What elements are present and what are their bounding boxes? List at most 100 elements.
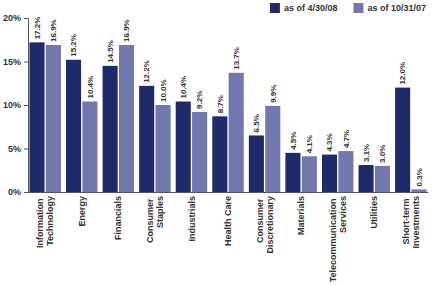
x-tick-label: Energy [77, 196, 87, 227]
bar [322, 155, 337, 192]
x-tick-label-line: Discretionary [265, 196, 275, 254]
bar [375, 166, 390, 192]
bar [285, 153, 300, 192]
bar [395, 88, 410, 192]
bar [359, 165, 374, 192]
y-tick-label: 0% [8, 187, 21, 197]
x-tick-label-line: Financials [113, 196, 123, 240]
data-label: 12.0% [398, 62, 407, 85]
x-tick-label: Utilities [369, 196, 379, 229]
bar [302, 156, 317, 192]
x-tick: Telecommunication Services [328, 196, 348, 282]
y-tick-mark [24, 149, 28, 150]
bar [82, 102, 97, 192]
legend-label: as of 10/31/07 [367, 3, 426, 13]
bar [139, 86, 154, 192]
legend-swatch [353, 3, 363, 13]
x-tick-label: Telecommunication Services [328, 196, 348, 282]
data-label: 10.0% [159, 79, 168, 102]
x-tick-label: Consumer Discretionary [255, 196, 275, 254]
data-label: 14.5% [106, 40, 115, 63]
bar [119, 45, 134, 192]
legend: as of 4/30/08 as of 10/31/07 [270, 3, 426, 13]
x-tick-label: Materials [296, 196, 306, 235]
data-label: 10.4% [179, 76, 188, 99]
y-axis: 0% 5% 10% 15% 20% [3, 13, 29, 197]
x-tick: Utilities [369, 196, 379, 229]
bar [103, 66, 118, 192]
x-tick: Financials [113, 196, 123, 240]
bar [176, 102, 191, 192]
data-label: 12.2% [142, 60, 151, 83]
data-label: 16.9% [49, 19, 58, 42]
legend-label: as of 4/30/08 [284, 3, 338, 13]
x-tick: Health Care [223, 196, 233, 246]
y-tick: 0% [8, 187, 28, 197]
y-tick: 10% [3, 100, 28, 110]
data-label: 0.3% [415, 168, 424, 186]
y-tick-mark [24, 18, 28, 19]
legend-item: as of 10/31/07 [353, 3, 426, 13]
x-tick-label-line: Technology [45, 196, 55, 246]
data-label: 4.7% [342, 130, 351, 148]
x-tick-label-line: Staples [155, 196, 165, 228]
data-label: 3.0% [378, 145, 387, 163]
y-tick-label: 5% [8, 144, 21, 154]
y-tick-label: 15% [3, 57, 21, 67]
y-tick: 15% [3, 57, 28, 67]
bars [29, 42, 426, 192]
legend-item: as of 4/30/08 [270, 3, 338, 13]
data-label: 13.7% [232, 47, 241, 70]
x-tick: Industrials [187, 196, 197, 242]
plot: 0% 5% 10% 15% 20% Information Technology Energ… [3, 13, 429, 282]
bar [212, 116, 227, 192]
x-tick-label-line: Investments [411, 196, 421, 249]
x-tick-label-line: Telecommunication [328, 196, 338, 282]
y-tick-mark [24, 62, 28, 63]
x-tick-label-line: Utilities [369, 196, 379, 229]
x-tick-label: Information Technology [35, 196, 55, 248]
bar [411, 189, 426, 192]
bar [29, 42, 44, 192]
bar [338, 151, 353, 192]
bar [249, 135, 264, 192]
x-tick-label: Industrials [187, 196, 197, 242]
y-tick-mark [24, 192, 28, 193]
x-tick-label-line: Energy [77, 196, 87, 227]
x-tick-label: Consumer Staples [145, 196, 165, 243]
data-label: 4.3% [325, 133, 334, 151]
x-tick-label-line: Information [35, 196, 45, 248]
data-label: 9.2% [195, 91, 204, 109]
data-label: 4.1% [305, 135, 314, 153]
data-label: 16.9% [122, 19, 131, 42]
bar [156, 105, 171, 192]
x-tick: Consumer Staples [145, 196, 165, 243]
data-label: 17.2% [33, 17, 42, 40]
chart: 0% 5% 10% 15% 20% Information Technology Energ… [0, 0, 432, 286]
x-tick: Information Technology [35, 196, 55, 248]
x-tick: Short-term Investments [401, 196, 421, 249]
data-label: 6.5% [252, 114, 261, 132]
x-tick-label-line: Industrials [187, 196, 197, 242]
x-tick-label: Health Care [223, 196, 233, 246]
x-tick: Energy [77, 196, 87, 227]
bar [46, 45, 61, 192]
data-label: 8.7% [216, 95, 225, 113]
y-axis-line [24, 19, 29, 193]
y-tick-label: 20% [3, 13, 21, 23]
x-axis: Information Technology Energy Financials Co… [29, 193, 429, 283]
data-label: 3.1% [362, 144, 371, 162]
bar [229, 73, 244, 192]
x-tick-label: Financials [113, 196, 123, 240]
data-labels: 17.2%15.2%14.5%12.2%10.4%8.7%6.5%4.5%4.3… [33, 17, 424, 187]
y-tick: 20% [3, 13, 28, 23]
y-tick-label: 10% [3, 100, 21, 110]
data-label: 4.5% [289, 132, 298, 150]
x-tick-label-line: Health Care [223, 196, 233, 246]
x-tick-label-line: Materials [296, 196, 306, 235]
x-tick-label-line: Consumer [255, 196, 265, 243]
x-tick: Consumer Discretionary [255, 196, 275, 254]
x-tick: Materials [296, 196, 306, 235]
y-tick: 5% [8, 144, 28, 154]
x-axis-line [29, 192, 429, 193]
